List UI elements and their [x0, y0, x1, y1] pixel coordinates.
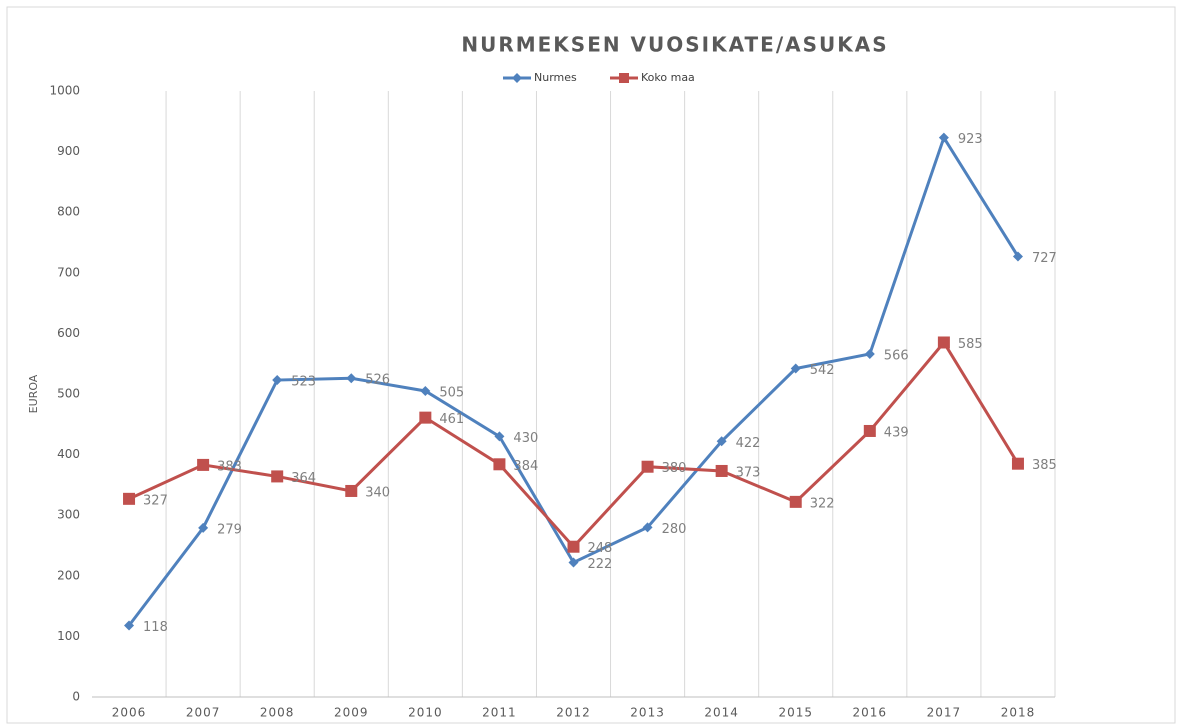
y-tick-label: 700: [57, 265, 80, 279]
marker: [494, 431, 505, 442]
x-tick-label: 2009: [334, 706, 369, 720]
data-label: 422: [736, 436, 761, 451]
data-label: 439: [884, 425, 909, 440]
marker: [1011, 457, 1024, 470]
marker: [420, 385, 431, 396]
data-label: 380: [662, 461, 687, 476]
y-axis-label: EUROA: [27, 374, 40, 413]
data-label: 585: [958, 337, 983, 352]
marker: [346, 373, 357, 384]
x-tick-label: 2008: [260, 706, 295, 720]
y-tick-label: 800: [57, 205, 80, 219]
marker: [568, 557, 579, 568]
data-label: 384: [513, 459, 538, 474]
y-tick-label: 500: [57, 387, 80, 401]
y-tick-label: 100: [57, 629, 80, 643]
data-label: 383: [217, 459, 242, 474]
x-tick-label: 2013: [630, 706, 665, 720]
data-label: 542: [810, 363, 835, 378]
x-tick-label: 2016: [853, 706, 888, 720]
data-label: 923: [958, 132, 983, 147]
data-label: 222: [588, 557, 613, 572]
data-label: 280: [662, 522, 687, 537]
data-label: 364: [291, 471, 316, 486]
marker: [863, 424, 876, 437]
data-label: 118: [143, 620, 168, 635]
marker: [198, 522, 209, 533]
y-tick-label: 900: [57, 144, 80, 158]
marker: [864, 349, 875, 360]
legend-marker: [619, 73, 629, 83]
marker: [197, 458, 210, 471]
data-label: 385: [1032, 458, 1057, 473]
data-label: 566: [884, 349, 909, 364]
x-tick-label: 2006: [112, 706, 147, 720]
data-label: 373: [736, 465, 761, 480]
marker: [715, 464, 728, 477]
data-label: 523: [291, 375, 316, 390]
x-tick-label: 2010: [408, 706, 443, 720]
y-tick-label: 300: [57, 508, 80, 522]
marker: [271, 470, 284, 483]
marker: [716, 436, 727, 447]
data-label: 248: [588, 541, 613, 556]
x-tick-label: 2015: [778, 706, 813, 720]
x-tick-label: 2007: [186, 706, 221, 720]
data-label: 461: [439, 412, 464, 427]
marker: [1012, 251, 1023, 262]
marker: [789, 495, 802, 508]
data-label: 430: [513, 431, 538, 446]
chart-border: [6, 6, 1176, 724]
data-label: 505: [439, 385, 464, 400]
marker: [123, 492, 136, 505]
data-label: 340: [365, 485, 390, 500]
marker: [642, 522, 653, 533]
legend-marker: [512, 73, 522, 83]
marker: [272, 375, 283, 386]
data-label: 322: [810, 496, 835, 511]
marker: [345, 484, 358, 497]
marker: [937, 336, 950, 349]
legend-label: Koko maa: [641, 71, 695, 84]
data-label: 327: [143, 493, 168, 508]
y-tick-label: 400: [57, 447, 80, 461]
y-tick-label: 1000: [49, 84, 80, 98]
data-label: 727: [1032, 251, 1057, 266]
data-label: 279: [217, 522, 242, 537]
marker: [641, 460, 654, 473]
marker: [124, 620, 135, 631]
marker: [938, 132, 949, 143]
marker: [567, 540, 580, 553]
y-tick-label: 600: [57, 326, 80, 340]
marker: [790, 363, 801, 374]
marker: [493, 458, 506, 471]
data-label: 526: [365, 373, 390, 388]
x-tick-label: 2017: [927, 706, 962, 720]
x-tick-label: 2012: [556, 706, 591, 720]
marker: [419, 411, 432, 424]
chart-title: NURMEKSEN VUOSIKATE/ASUKAS: [461, 33, 888, 57]
x-tick-label: 2018: [1001, 706, 1036, 720]
x-tick-label: 2011: [482, 706, 517, 720]
y-tick-label: 200: [57, 568, 80, 582]
legend-label: Nurmes: [534, 71, 577, 84]
x-tick-label: 2014: [704, 706, 739, 720]
y-tick-label: 0: [72, 690, 80, 704]
